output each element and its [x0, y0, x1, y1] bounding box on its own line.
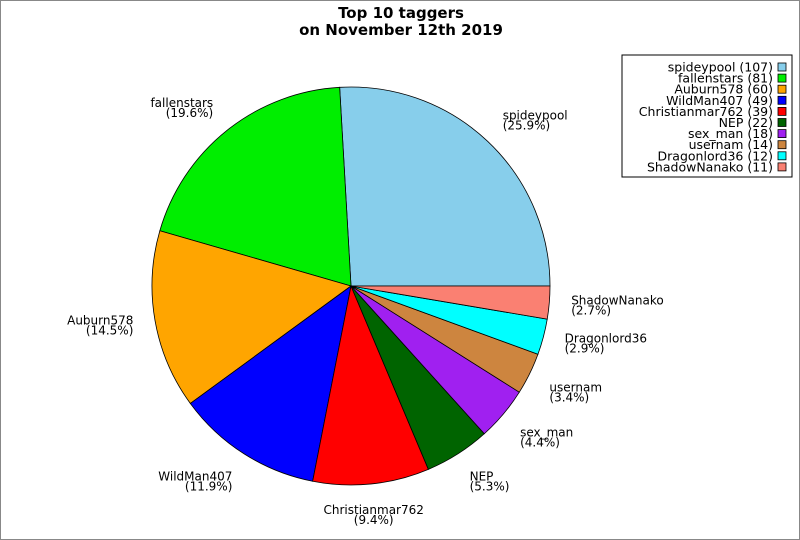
- pie-labels: spideypool(25.9%) fallenstars(19.6%) Aubur…: [67, 96, 664, 527]
- legend-swatch-sex_man: [777, 129, 787, 139]
- pie-slice-auburn578: [151, 230, 352, 405]
- legend-label-nep: NEP (22): [719, 115, 773, 130]
- legend-box: [621, 54, 793, 178]
- slice-percent-auburn578: (14.5%): [86, 324, 133, 338]
- pie-slice-fallenstars: [159, 86, 352, 287]
- legend-label-sex_man: sex_man (18): [688, 126, 773, 141]
- slice-percent-christianmar762: (9.4%): [354, 513, 394, 527]
- slice-label-shadownanako: ShadowNanako: [571, 294, 664, 308]
- slice-percent-usernam: (3.4%): [549, 390, 589, 404]
- pie-slice-wildman407: [189, 285, 352, 482]
- slice-percent-nep: (5.3%): [470, 480, 510, 494]
- slice-percent-shadownanako: (2.7%): [571, 304, 611, 318]
- legend-swatch-usernam: [777, 140, 787, 150]
- slice-label-dragonlord36: Dragonlord36: [565, 332, 647, 346]
- legend-swatch-spideypool: [777, 62, 787, 72]
- legend-label-fallenstars: fallenstars (81): [678, 71, 773, 86]
- legend-label-auburn578: Auburn578 (60): [674, 82, 773, 97]
- legend-label-shadownanako: ShadowNanako (11): [647, 159, 773, 174]
- legend-swatch-dragonlord36: [777, 151, 787, 161]
- legend-swatch-shadownanako: [777, 162, 787, 172]
- slice-label-spideypool: spideypool: [503, 108, 568, 122]
- legend-label-wildman407: WildMan407 (49): [666, 93, 773, 108]
- slice-label-fallenstars: fallenstars: [150, 96, 213, 110]
- legend-label-christianmar762: Christianmar762 (39): [639, 104, 773, 119]
- pie-slices: [151, 86, 551, 486]
- slice-label-usernam: usernam: [549, 380, 602, 394]
- legend-swatch-auburn578: [777, 84, 787, 94]
- slice-percent-fallenstars: (19.6%): [166, 106, 213, 120]
- legend-label-usernam: usernam (14): [689, 137, 773, 152]
- slice-label-christianmar762: Christianmar762: [324, 503, 424, 517]
- pie-slice-spideypool: [339, 86, 551, 287]
- legend: spideypool (107)fallenstars (81)Auburn57…: [621, 54, 793, 178]
- slice-label-wildman407: WildMan407: [158, 470, 232, 484]
- pie-slice-christianmar762: [312, 284, 429, 486]
- slice-label-sex_man: sex_man: [520, 425, 573, 439]
- chart-title-line-2: on November 12th 2019: [299, 21, 503, 39]
- legend-swatch-fallenstars: [777, 73, 787, 83]
- pie-slice-shadownanako: [350, 285, 551, 320]
- legend-swatch-christianmar762: [777, 107, 787, 116]
- slice-percent-spideypool: (25.9%): [503, 118, 550, 132]
- slice-percent-sex_man: (4.4%): [520, 435, 560, 449]
- chart-title-line-1: Top 10 taggers: [338, 4, 464, 22]
- legend-swatch-wildman407: [777, 95, 787, 105]
- legend-swatch-nep: [777, 118, 787, 127]
- legend-label-spideypool: spideypool (107): [668, 60, 773, 75]
- legend-label-dragonlord36: Dragonlord36 (12): [658, 148, 773, 163]
- slice-label-nep: NEP: [470, 470, 494, 484]
- slice-percent-dragonlord36: (2.9%): [565, 342, 605, 356]
- slice-percent-wildman407: (11.9%): [185, 480, 232, 494]
- slice-label-auburn578: Auburn578: [67, 314, 133, 328]
